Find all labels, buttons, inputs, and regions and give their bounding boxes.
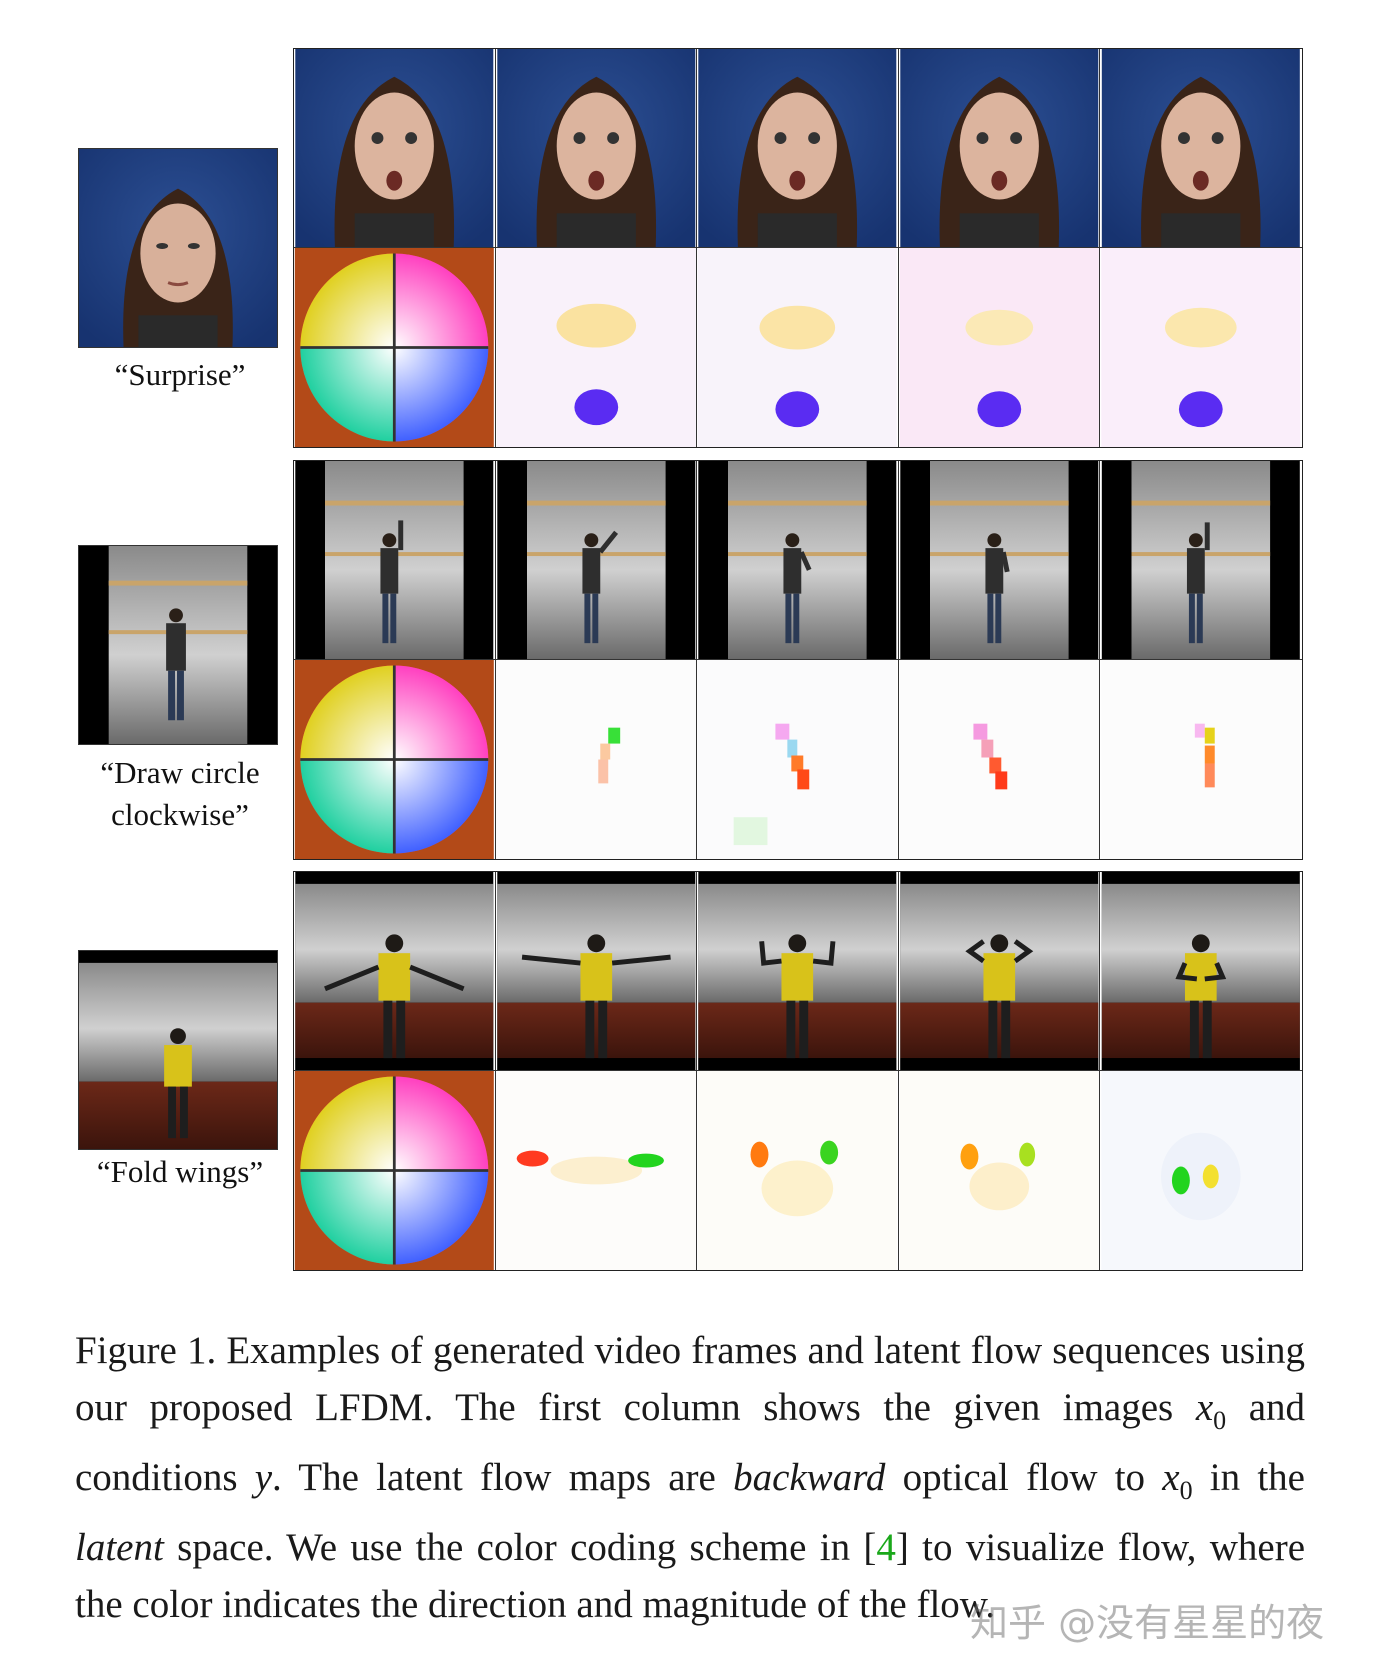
latent-flow-map-face [899,248,1101,447]
caption-text-part3: . The latent flow maps are [272,1455,716,1499]
generated-frame-face [495,49,698,248]
color-wheel-icon [294,248,494,447]
caption-text-part2: and conditions [75,1386,1306,1499]
generated-frame-vest [898,872,1101,1071]
math-y: y [254,1455,273,1499]
generated-frame-person [1100,461,1302,660]
latent-flow-map-wings [294,1071,496,1270]
math-x0: x0 [1195,1386,1227,1435]
caption-backward: backward [733,1455,886,1499]
citation-link[interactable]: 4 [876,1525,896,1569]
condition-label-draw-circle: “Draw circle clockwise” [60,752,300,836]
generated-frame-face [697,49,899,248]
generated-frame-face [294,49,496,248]
generated-frame-person [294,461,496,660]
generated-frame-vest [294,872,496,1071]
generated-frame-person [495,461,698,660]
caption-text-part5: in the [1209,1455,1305,1499]
generated-frame-vest [495,872,698,1071]
latent-flow-map-face [697,248,899,447]
generated-frame-face [898,49,1101,248]
watermark-text: 知乎 @没有星星的夜 [970,1601,1325,1645]
condition-label-fold-wings: “Fold wings” [96,1154,264,1189]
color-wheel-icon [294,1071,494,1270]
condition-label-line1: “Draw circle [100,755,260,790]
frames-grid-fold-wings [293,871,1303,1271]
generated-frame-person [697,461,899,660]
latent-flow-map-arm [899,660,1101,859]
generated-frame-vest [1100,872,1302,1071]
generated-frame-person [898,461,1101,660]
given-image-person [78,545,278,745]
given-image-person-vest [78,950,278,1150]
condition-label-line2: clockwise” [111,797,249,832]
latent-flow-map-face [294,248,496,447]
latent-flow-map-face [496,248,698,447]
latent-flow-map-arm [697,660,899,859]
latent-flow-map-face [1100,248,1302,447]
frames-grid-draw-circle [293,460,1303,860]
latent-flow-map-wings [1100,1071,1302,1270]
color-wheel-icon [294,660,494,859]
generated-frame-vest [697,872,899,1071]
caption-latent: latent [75,1525,164,1569]
latent-flow-map-arm [294,660,496,859]
caption-text-part1: Examples of generated video frames and l… [75,1329,1306,1429]
latent-flow-map-arm [496,660,698,859]
frames-grid-surprise [293,48,1303,448]
latent-flow-map-arm [1100,660,1302,859]
caption-text-part7: ] to visualize flow, where the color ind… [75,1525,1306,1626]
given-image-face [78,148,278,348]
latent-flow-map-wings [496,1071,698,1270]
caption-text-part4: optical flow to [902,1455,1146,1499]
generated-frame-face [1100,49,1302,248]
condition-label-surprise: “Surprise” [114,357,246,392]
latent-flow-map-wings [697,1071,899,1270]
math-x0-2: x0 [1162,1455,1193,1505]
figure-label: Figure 1. [75,1329,217,1372]
latent-flow-map-wings [899,1071,1101,1270]
caption-text-part6: space. We use the color coding scheme in… [177,1525,877,1569]
figure-caption: Figure 1. Examples of generated video fr… [75,1322,1305,1633]
